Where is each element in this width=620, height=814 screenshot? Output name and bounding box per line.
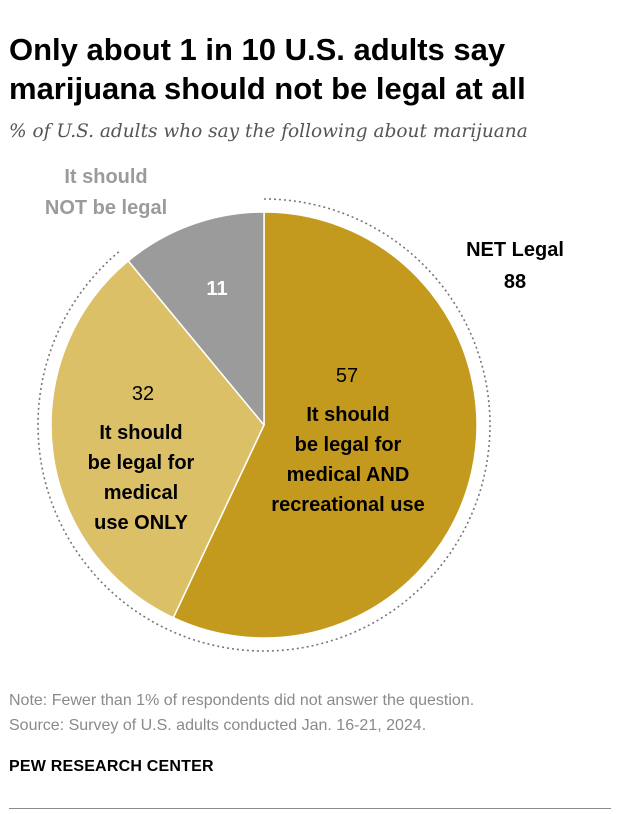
slice-label-1: be legal for xyxy=(295,434,402,456)
slice-label-1: medical AND xyxy=(287,464,410,486)
net-legal-label: NET Legal xyxy=(466,239,564,261)
pie-slice-1 xyxy=(172,211,478,639)
pie-slice-3 xyxy=(127,211,265,426)
chart-subtitle: % of U.S. adults who say the following a… xyxy=(9,121,528,142)
pie-chart: 57 It should be legal for medical AND recrea… xyxy=(37,166,564,652)
value-label-1: 57 xyxy=(336,365,358,387)
source-text: Source: Survey of U.S. adults conducted … xyxy=(9,717,427,734)
slice-label-2: use ONLY xyxy=(94,512,188,534)
net-legal-value: 88 xyxy=(504,271,526,293)
value-label-2: 32 xyxy=(132,383,154,405)
brand-logo-text: PEW RESEARCH CENTER xyxy=(9,758,214,775)
slice-label-1: recreational use xyxy=(271,494,424,516)
pie-slice-2 xyxy=(50,260,265,619)
footer-rule xyxy=(9,808,611,809)
slice-label-2: It should xyxy=(99,422,182,444)
net-legal-arc xyxy=(37,198,491,652)
slice-label-3: It should xyxy=(64,166,147,188)
value-label-3: 11 xyxy=(206,278,227,300)
slice-label-2: medical xyxy=(104,482,178,504)
note-text: Note: Fewer than 1% of respondents did n… xyxy=(9,692,475,709)
slice-label-1: It should xyxy=(306,404,389,426)
slice-label-3: NOT be legal xyxy=(45,197,167,219)
slice-label-2: be legal for xyxy=(88,452,195,474)
footnotes: Note: Fewer than 1% of respondents did n… xyxy=(9,688,474,738)
chart-title: Only about 1 in 10 U.S. adults say marij… xyxy=(9,32,526,106)
